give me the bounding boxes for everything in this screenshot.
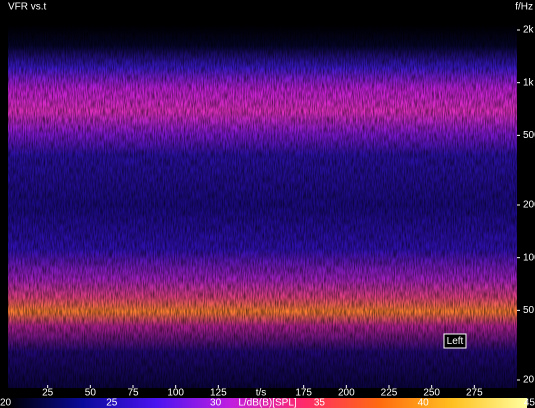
colorbar-tick-label: 35	[314, 398, 326, 408]
x-tick-label: 25	[42, 388, 54, 399]
y-tick-label: 200	[523, 200, 535, 211]
y-tick-label: 20	[523, 375, 535, 386]
colorbar-tick-label: 20	[0, 398, 12, 408]
x-tick-label: 75	[127, 388, 139, 399]
spectrogram	[8, 24, 517, 388]
y-tick-label: 100	[523, 252, 535, 263]
y-tick-label: 2k	[523, 25, 535, 36]
x-tick-label: 175	[295, 388, 312, 399]
colorbar	[8, 398, 527, 408]
colorbar-tick-label: 40	[418, 398, 430, 408]
x-tick-label: 200	[338, 388, 355, 399]
colorbar-tick-label: 25	[106, 398, 118, 408]
channel-box: Left	[443, 333, 467, 349]
colorbar-tick-label: 30	[210, 398, 222, 408]
colorbar-tick-label: 45	[524, 398, 535, 408]
y-axis-label: f/Hz	[515, 2, 533, 13]
y-tick-label: 1k	[523, 77, 535, 88]
y-tick-label: 500	[523, 130, 535, 141]
x-tick-label: 275	[466, 388, 483, 399]
x-axis-label: t/s	[256, 388, 267, 399]
x-tick-label: 100	[167, 388, 184, 399]
x-tick-label: 125	[210, 388, 227, 399]
channel-label: Left	[447, 336, 464, 347]
x-tick-label: 50	[85, 388, 97, 399]
y-tick-label: 50	[523, 305, 535, 316]
x-tick-label: 250	[423, 388, 440, 399]
x-tick-label: 225	[381, 388, 398, 399]
chart-title: VFR vs.t	[8, 2, 47, 13]
colorbar-label: L/dB(B)[SPL]	[238, 398, 297, 408]
